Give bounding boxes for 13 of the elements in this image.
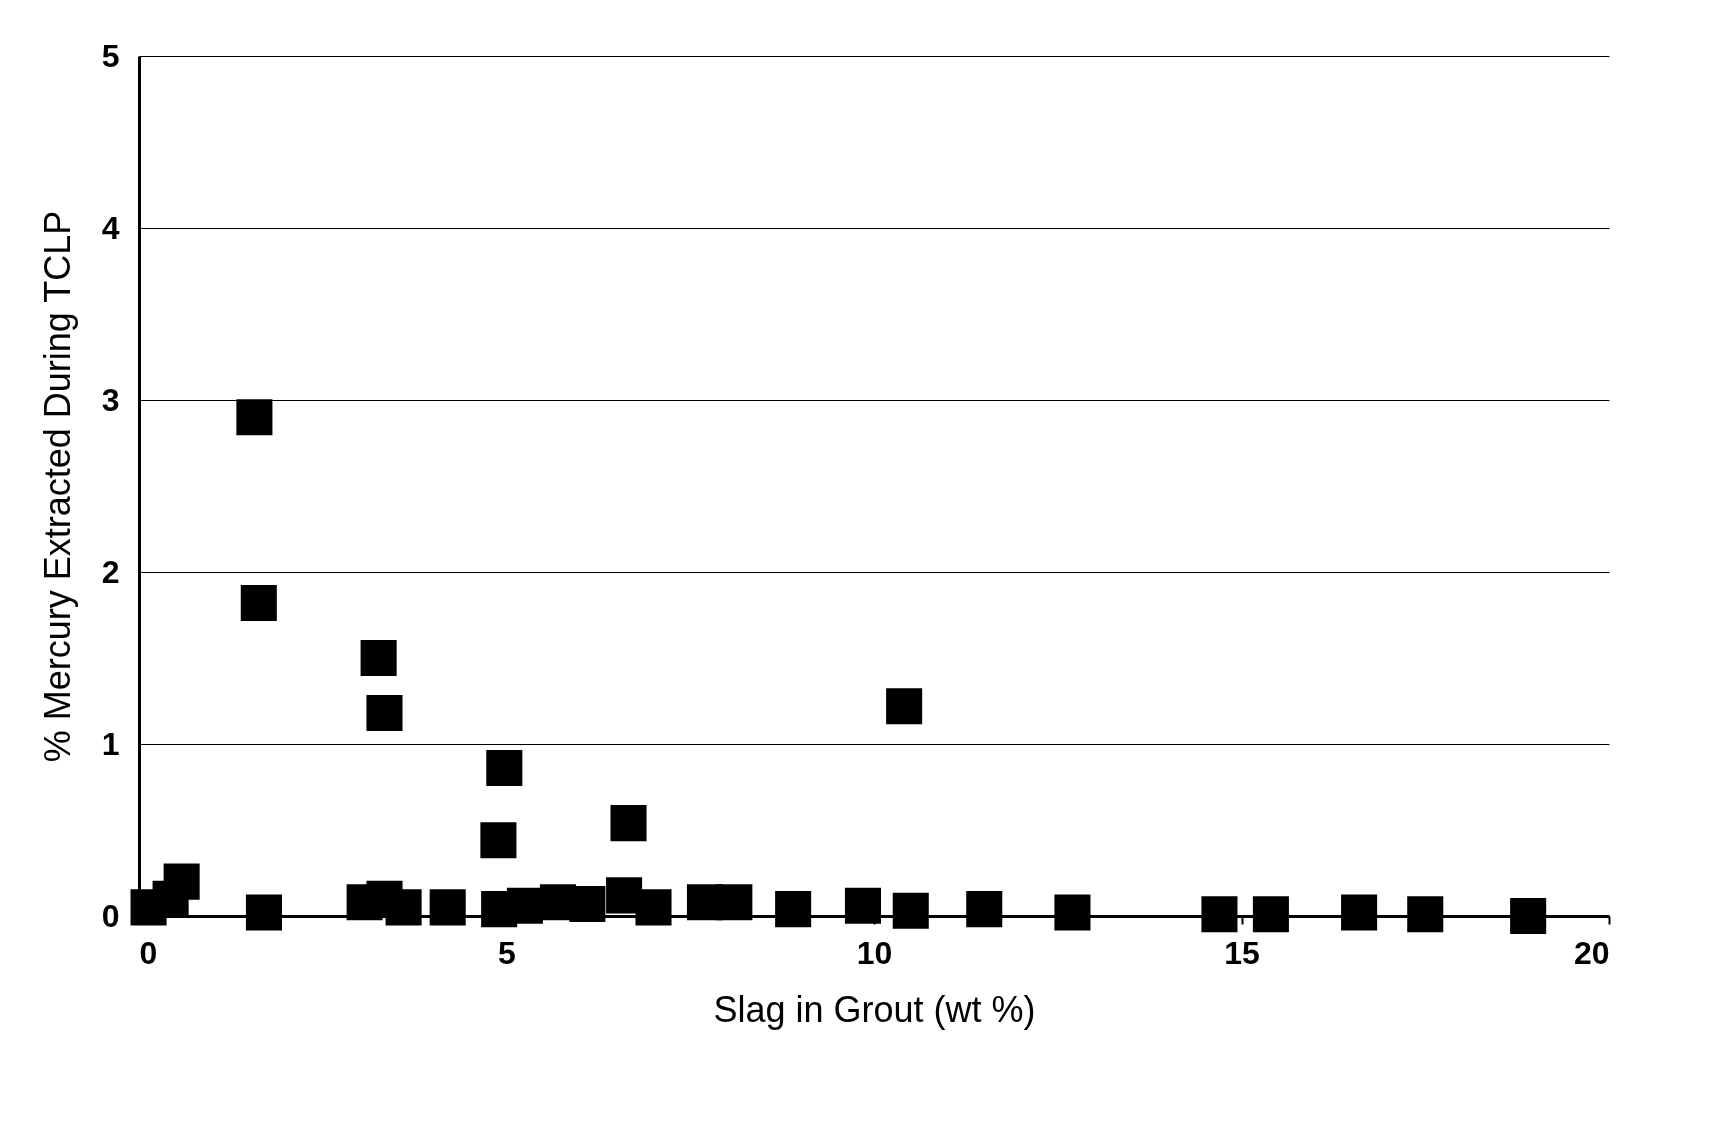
y-tick-label: 1	[101, 725, 120, 762]
y-tick-label: 3	[101, 381, 120, 418]
x-axis-title: Slag in Grout (wt %)	[713, 988, 1036, 1030]
y-tick-label: 0	[101, 897, 120, 934]
x-tick-label: 15	[1224, 934, 1260, 971]
y-tick-label: 2	[101, 553, 120, 590]
x-tick-label: 10	[856, 934, 893, 971]
y-tick-label: 5	[101, 37, 120, 74]
x-tick-label: 5	[498, 934, 516, 971]
x-tick-label: 0	[139, 934, 158, 971]
y-tick-label: 4	[101, 209, 120, 246]
x-tick-label: 20	[1573, 934, 1610, 971]
y-axis-title: % Mercury Extracted During TCLP	[36, 210, 78, 763]
